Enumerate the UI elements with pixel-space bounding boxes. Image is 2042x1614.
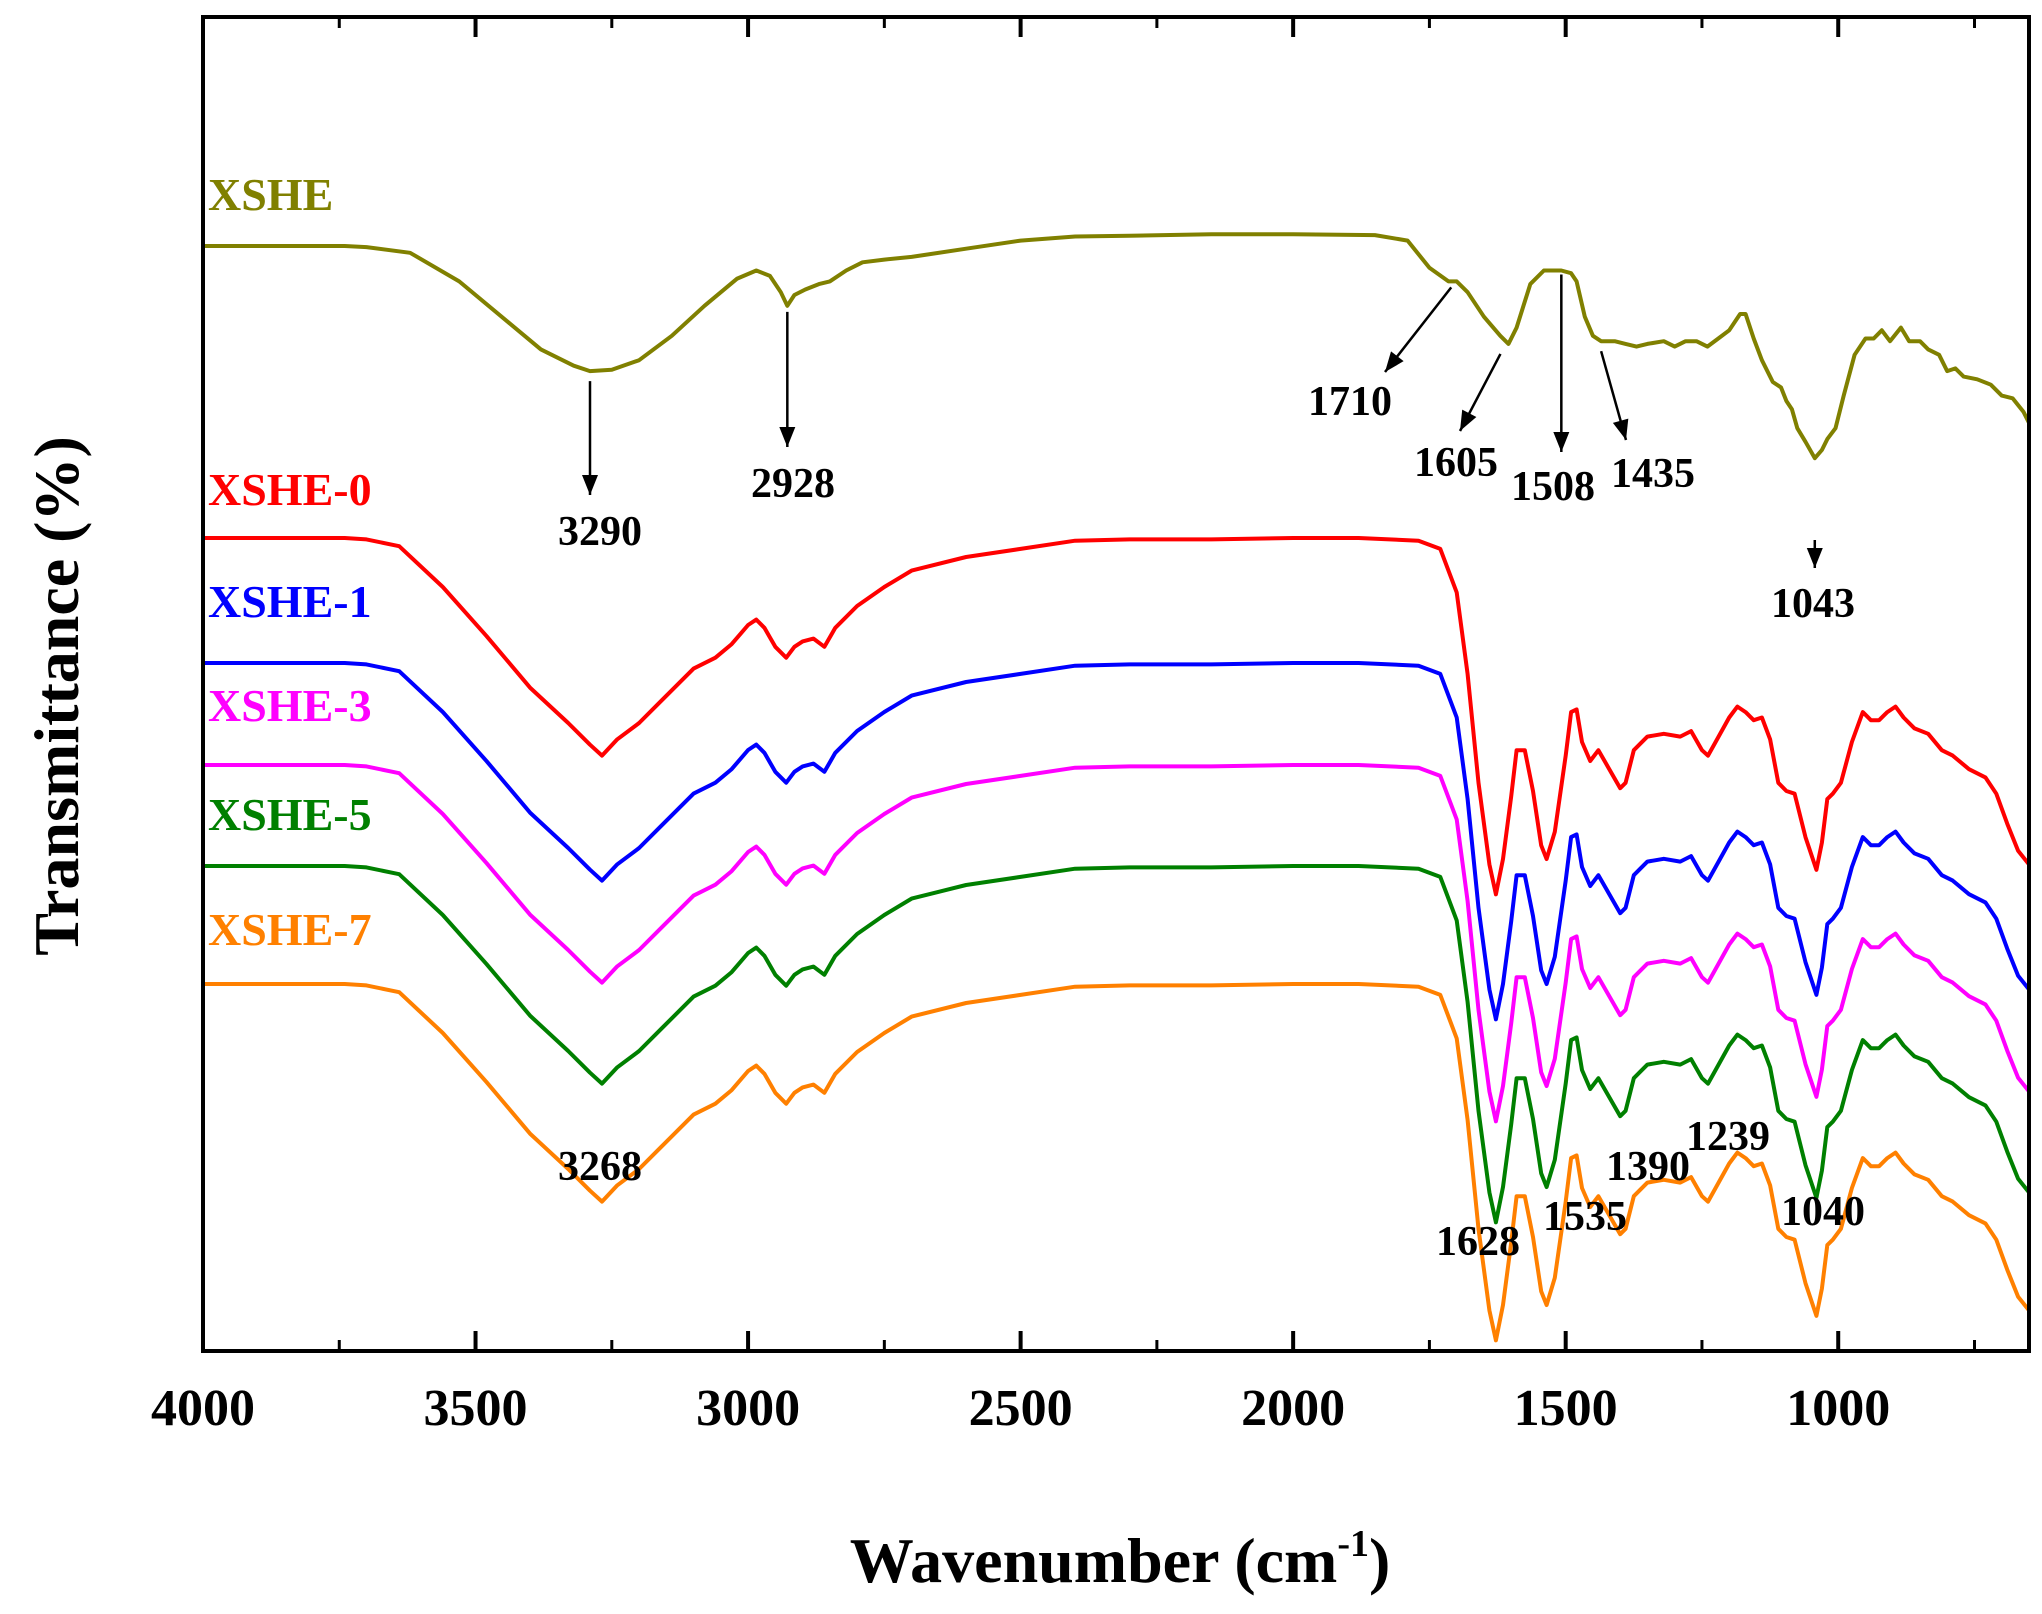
series-line-xshe-1 <box>203 661 2031 1022</box>
x-axis-label-sup: -1 <box>1337 1523 1369 1565</box>
x-tick-label: 2500 <box>969 1380 1073 1437</box>
series-label-xshe-7: XSHE-7 <box>208 904 372 955</box>
peak-label-3268: 3268 <box>558 1144 642 1190</box>
peak-label-1390: 1390 <box>1606 1144 1690 1190</box>
x-tick-label: 4000 <box>151 1380 255 1437</box>
arrow-1435-head <box>1612 418 1629 440</box>
y-axis-label: Transmittance (%) <box>21 436 92 956</box>
series-label-xshe-3: XSHE-3 <box>208 680 372 731</box>
peak-label-1040: 1040 <box>1781 1189 1865 1235</box>
peak-label-1239: 1239 <box>1686 1114 1770 1160</box>
x-tick-label: 3000 <box>696 1380 800 1437</box>
peak-label-3290: 3290 <box>558 509 642 555</box>
arrow-1605-head <box>1460 409 1477 431</box>
peak-label-1535: 1535 <box>1543 1194 1627 1240</box>
peak-label-1043: 1043 <box>1771 581 1855 627</box>
peak-label-1435: 1435 <box>1611 451 1695 497</box>
x-tick-label: 1000 <box>1786 1380 1890 1437</box>
series-line-xshe-5 <box>203 864 2031 1225</box>
series-layer <box>203 232 2031 1343</box>
peak-label-1710: 1710 <box>1308 379 1392 425</box>
peak-label-2928: 2928 <box>751 461 835 507</box>
peak-annotations: 3290 2928 1710 1605 1508 1435 1043 3268 1628 1535… <box>558 274 1865 1265</box>
series-label-xshe-0: XSHE-0 <box>208 464 372 515</box>
axis-ticks: 4000 3500 3000 2500 2000 1500 1000 <box>151 17 1976 1437</box>
x-axis-label-close: ) <box>1369 1525 1390 1596</box>
peak-label-1628: 1628 <box>1436 1219 1520 1265</box>
curve-labels: XSHE XSHE-0 XSHE-1 XSHE-3 XSHE-5 XSHE-7 <box>208 169 372 955</box>
series-label-xshe-5: XSHE-5 <box>208 789 372 840</box>
peak-label-1605: 1605 <box>1414 440 1498 486</box>
x-tick-label: 3500 <box>424 1380 528 1437</box>
arrow-1710-head <box>1385 351 1404 372</box>
x-axis-label: Wavenumber (cm-1) <box>850 1523 1391 1596</box>
series-label-xshe: XSHE <box>208 169 333 220</box>
x-axis-label-main: Wavenumber (cm <box>850 1525 1338 1596</box>
arrow-3290-head <box>582 475 599 495</box>
series-line-xshe-0 <box>203 536 2031 897</box>
arrow-2928-head <box>779 427 796 447</box>
arrow-1043-head <box>1806 548 1823 568</box>
plot-frame <box>201 15 2031 1353</box>
series-line-xshe-3 <box>203 763 2031 1124</box>
peak-label-1508: 1508 <box>1511 464 1595 510</box>
x-tick-label: 2000 <box>1241 1380 1345 1437</box>
series-line-xshe-7 <box>203 982 2031 1343</box>
series-line-xshe <box>203 232 2031 461</box>
x-tick-label: 1500 <box>1514 1380 1618 1437</box>
series-label-xshe-1: XSHE-1 <box>208 576 372 627</box>
arrow-1508-head <box>1553 432 1570 452</box>
